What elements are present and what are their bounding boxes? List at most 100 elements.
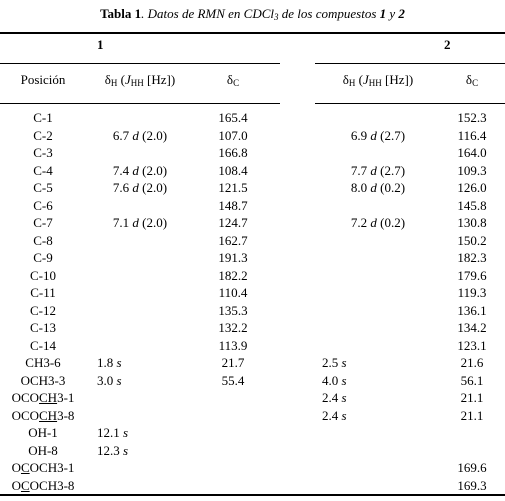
carbon-shift: 21.1 <box>412 390 505 406</box>
header-part: δ <box>342 72 349 87</box>
position-part: C-1 <box>33 110 53 125</box>
column-header: δH (JHH [Hz]) <box>318 72 438 88</box>
carbon-value: 119.3 <box>457 285 487 300</box>
coupling: (2.7) <box>380 162 406 178</box>
position-part: CH <box>39 407 58 423</box>
position-cell: C-12 <box>0 303 103 319</box>
shift-cell: 3.0 s <box>97 373 122 389</box>
carbon-value: 130.8 <box>457 215 487 230</box>
carbon-value: 123.1 <box>457 337 487 353</box>
title-text: . Datos de RMN en CDCl <box>141 6 275 21</box>
position-cell: C-14 <box>0 338 103 354</box>
position-part: C-13 <box>30 320 56 335</box>
shift-value: 3.0 <box>97 372 114 388</box>
carbon-shift: 123.1 <box>412 338 505 354</box>
shift-value: 7.4 <box>112 162 130 178</box>
title-compound: 1 <box>379 6 387 21</box>
position-cell: C-13 <box>0 320 103 336</box>
position-cell: C-6 <box>0 198 103 214</box>
position-part: CH <box>39 390 58 405</box>
carbon-value: 21.1 <box>460 390 484 405</box>
position-cell: C-9 <box>0 250 103 266</box>
shift-value: 7.7 <box>350 162 368 178</box>
position-part: O <box>11 477 21 493</box>
carbon-value: 124.7 <box>218 215 248 230</box>
carbon-shift: 56.1 <box>412 373 505 389</box>
carbon-value: 55.4 <box>221 372 245 388</box>
header-part: H <box>348 78 356 88</box>
position-cell: C-1 <box>0 110 103 126</box>
shift-cell: 8.0 d (0.2) <box>318 180 438 196</box>
carbon-value: 135.3 <box>218 302 248 318</box>
header-part: HH <box>130 78 144 88</box>
position-cell: OH-1 <box>0 425 103 441</box>
group-label: 2 <box>444 37 451 52</box>
position-part: C-11 <box>30 285 56 300</box>
multiplicity: s <box>123 442 129 458</box>
carbon-shift: 164.0 <box>412 145 505 161</box>
top-rule <box>0 32 505 34</box>
position-part: C-4 <box>33 162 53 178</box>
multiplicity: s <box>123 425 129 440</box>
carbon-shift: 150.2 <box>412 233 505 249</box>
shift-cell: 4.0 s <box>322 373 347 389</box>
carbon-shift: 21.7 <box>173 355 293 371</box>
shift-value: 4.0 <box>322 372 339 388</box>
shift-cell: 7.4 d (2.0) <box>80 163 200 179</box>
shift-cell: 12.3 s <box>97 443 128 459</box>
carbon-shift: 121.5 <box>173 180 293 196</box>
position-part: O <box>11 460 21 475</box>
carbon-shift: 21.1 <box>412 408 505 424</box>
shift-value: 12.1 <box>97 425 120 440</box>
position-part: OCO <box>11 407 40 423</box>
shift-cell: 7.7 d (2.7) <box>318 163 438 179</box>
header-rule <box>0 103 280 104</box>
group-rule <box>0 63 280 64</box>
carbon-shift: 107.0 <box>173 128 293 144</box>
carbon-shift: 116.4 <box>412 128 505 144</box>
coupling: (0.2) <box>380 215 406 230</box>
shift-cell: 6.9 d (2.7) <box>318 128 438 144</box>
carbon-shift: 148.7 <box>173 198 293 214</box>
multiplicity: s <box>116 355 122 370</box>
shift-value: 8.0 <box>350 180 368 195</box>
carbon-value: 165.4 <box>218 110 248 125</box>
shift-cell: 2.5 s <box>322 355 347 371</box>
title-text: de los compuestos <box>278 6 380 21</box>
multiplicity: d <box>370 180 377 195</box>
shift-cell: 6.7 d (2.0) <box>80 128 200 144</box>
position-cell: OCH3-3 <box>0 373 103 389</box>
shift-cell: 2.4 s <box>322 408 347 424</box>
shift-cell: 7.6 d (2.0) <box>80 180 200 196</box>
header-part: C <box>472 78 479 88</box>
column-header: δC <box>412 72 505 88</box>
carbon-shift: 182.2 <box>173 268 293 284</box>
column-header: δH (JHH [Hz]) <box>80 72 200 88</box>
shift-cell: 1.8 s <box>97 355 122 371</box>
position-part: C-12 <box>30 302 56 318</box>
group-label: 1 <box>97 37 104 52</box>
carbon-value: 110.4 <box>218 285 248 300</box>
position-cell: C-4 <box>0 163 103 179</box>
carbon-value: 136.1 <box>457 302 487 318</box>
shift-value: 2.4 <box>322 407 339 423</box>
carbon-shift: 165.4 <box>173 110 293 126</box>
position-cell: CH3-6 <box>0 355 103 371</box>
carbon-value: 126.0 <box>457 180 487 195</box>
carbon-value: 132.2 <box>218 320 248 335</box>
position-part: C-2 <box>33 127 53 143</box>
carbon-value: 166.8 <box>218 145 248 160</box>
header-part: ( <box>117 72 126 87</box>
carbon-shift: 162.7 <box>173 233 293 249</box>
multiplicity: s <box>116 372 122 388</box>
carbon-shift: 169.3 <box>412 478 505 494</box>
position-cell: C-7 <box>0 215 103 231</box>
position-cell: OCOCH3-1 <box>0 390 103 406</box>
shift-value: 12.3 <box>97 442 120 458</box>
multiplicity: d <box>370 162 377 178</box>
carbon-shift: 169.6 <box>412 460 505 476</box>
shift-value: 1.8 <box>97 355 114 370</box>
coupling: (2.7) <box>380 127 406 143</box>
position-part: C-5 <box>33 180 53 195</box>
carbon-shift: 179.6 <box>412 268 505 284</box>
